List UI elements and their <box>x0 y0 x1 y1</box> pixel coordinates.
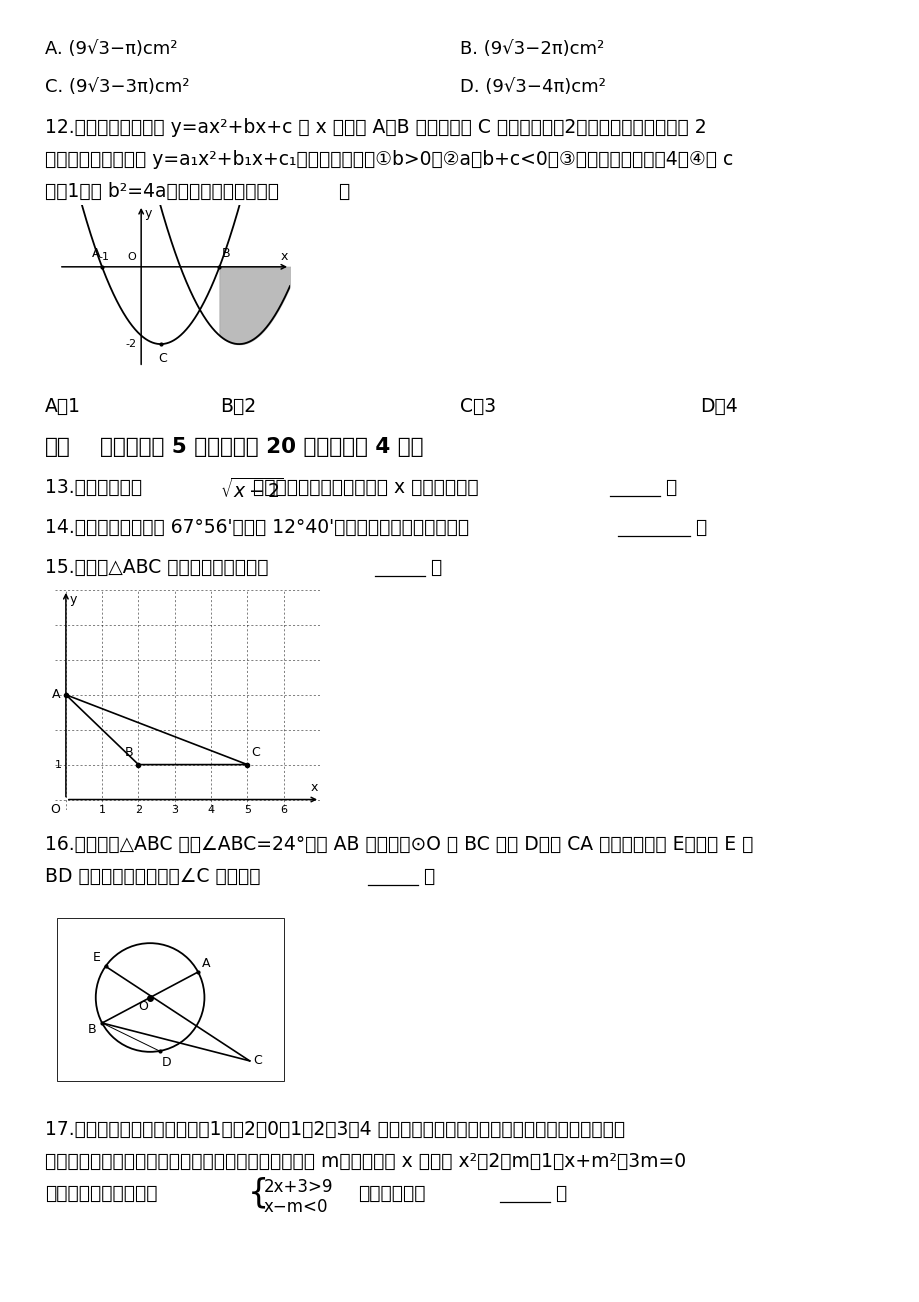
Text: 二．: 二． <box>45 437 71 457</box>
Text: x: x <box>280 250 288 263</box>
Text: C: C <box>253 1055 262 1068</box>
Text: E: E <box>92 950 100 963</box>
Text: BD 的垂直平分线上，则∠C 的度数为: BD 的垂直平分线上，则∠C 的度数为 <box>45 867 260 885</box>
Text: x: x <box>311 781 318 794</box>
Text: 6: 6 <box>280 805 287 815</box>
Text: x−m<0: x−m<0 <box>264 1198 328 1216</box>
Text: 面朝上，洗勾后从中随机抽取一张，记卡片上的数字为 m，则使关于 x 的方程 x²－2（m－1）x+m²－3m=0: 面朝上，洗勾后从中随机抽取一张，记卡片上的数字为 m，则使关于 x 的方程 x²… <box>45 1152 686 1170</box>
Text: ．: ． <box>694 518 706 536</box>
Text: 个单位，得到抛物线 y=a₁x²+b₁x+c₁，则下列结论：①b>0；②a－b+c<0；③阴影部分的面积为4；④若 c: 个单位，得到抛物线 y=a₁x²+b₁x+c₁，则下列结论：①b>0；②a－b+… <box>45 150 732 169</box>
Text: D. (9√3−4π)cm²: D. (9√3−4π)cm² <box>460 78 606 96</box>
Text: B. (9√3−2π)cm²: B. (9√3−2π)cm² <box>460 40 604 59</box>
Text: ．: ． <box>429 559 441 577</box>
Text: 3: 3 <box>171 805 178 815</box>
Text: 5: 5 <box>244 805 251 815</box>
Text: C. (9√3−3π)cm²: C. (9√3−3π)cm² <box>45 78 189 96</box>
Text: 在实数范围内有意义，那么 x 的取值范围是: 在实数范围内有意义，那么 x 的取值范围是 <box>253 478 478 497</box>
Text: B: B <box>221 247 230 260</box>
Text: 1: 1 <box>98 805 106 815</box>
Text: B: B <box>124 746 133 759</box>
Text: A. (9√3−π)cm²: A. (9√3−π)cm² <box>45 40 177 59</box>
Text: 15.如图，△ABC 外接圆的圆心坐标是: 15.如图，△ABC 外接圆的圆心坐标是 <box>45 559 268 577</box>
Text: $\sqrt{x-2}$: $\sqrt{x-2}$ <box>220 478 283 503</box>
Text: C: C <box>251 746 259 759</box>
Text: 14.已知两个角的和是 67°56'，差是 12°40'，则这两个角的度数分别是: 14.已知两个角的和是 67°56'，差是 12°40'，则这两个角的度数分别是 <box>45 518 469 536</box>
Text: 17.有七张正面分别标有数字－1、－2、0、1、2、3、4 的卡片，除数字不同外其余全部相同，现将它们背: 17.有七张正面分别标有数字－1、－2、0、1、2、3、4 的卡片，除数字不同外… <box>45 1120 624 1139</box>
Text: O: O <box>138 1000 148 1013</box>
Text: A: A <box>201 957 210 970</box>
Text: O: O <box>128 253 136 262</box>
Text: ．: ． <box>664 478 675 497</box>
Text: C: C <box>158 352 167 365</box>
Text: A: A <box>92 247 100 260</box>
Text: y: y <box>70 594 77 607</box>
Text: D: D <box>162 1056 171 1069</box>
Text: B: B <box>88 1023 96 1036</box>
Text: -2: -2 <box>125 339 136 349</box>
Text: 12.如图，已知抛物线 y=ax²+bx+c 与 x 轴交于 A、B 两点，顶点 C 的纵坐标为－2，现将抛物线向右平移 2: 12.如图，已知抛物线 y=ax²+bx+c 与 x 轴交于 A、B 两点，顶点… <box>45 118 706 137</box>
Text: y: y <box>144 207 152 220</box>
Text: ．: ． <box>423 867 434 885</box>
Text: O: O <box>51 803 61 816</box>
Text: 2x+3>9: 2x+3>9 <box>264 1178 333 1197</box>
Text: A: A <box>51 689 61 702</box>
Text: C．3: C．3 <box>460 397 495 417</box>
Text: A．1: A．1 <box>45 397 81 417</box>
Text: 有实数根，且不等式组: 有实数根，且不等式组 <box>45 1184 157 1203</box>
Text: 4: 4 <box>208 805 214 815</box>
Text: -1: -1 <box>98 253 109 262</box>
Text: ．: ． <box>554 1184 565 1203</box>
Text: {: { <box>248 1176 269 1210</box>
Text: 无解的概率是: 无解的概率是 <box>357 1184 425 1203</box>
Text: ＝－1，则 b²=4a．其中正确的个数为（          ）: ＝－1，则 b²=4a．其中正确的个数为（ ） <box>45 182 350 201</box>
Text: 1: 1 <box>54 759 62 769</box>
Text: B．2: B．2 <box>220 397 255 417</box>
Text: 填空题（共 5 小题，满分 20 分，每小题 4 分）: 填空题（共 5 小题，满分 20 分，每小题 4 分） <box>100 437 423 457</box>
Text: 13.如果二次根式: 13.如果二次根式 <box>45 478 142 497</box>
Text: 2: 2 <box>135 805 142 815</box>
Text: D．4: D．4 <box>699 397 737 417</box>
Text: 16.如图，在△ABC 中，∠ABC=24°，以 AB 为直径的⊙O 交 BC 于点 D，交 CA 的延长线于点 E，若点 E 在: 16.如图，在△ABC 中，∠ABC=24°，以 AB 为直径的⊙O 交 BC … <box>45 835 753 854</box>
